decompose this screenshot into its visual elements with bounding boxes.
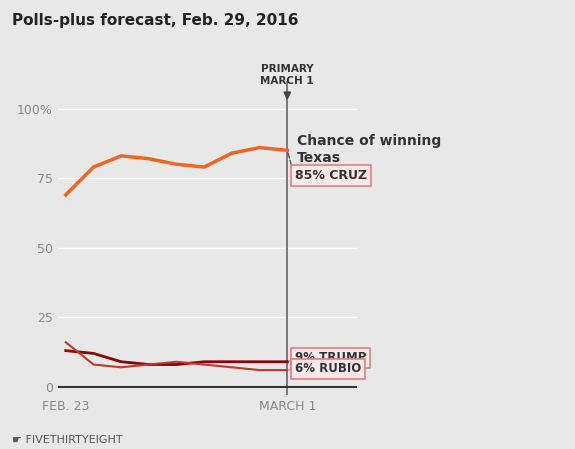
Text: 85% CRUZ: 85% CRUZ	[295, 169, 367, 182]
Text: 9% TRUMP: 9% TRUMP	[295, 351, 366, 364]
Text: ☛ FIVETHIRTYEIGHT: ☛ FIVETHIRTYEIGHT	[12, 435, 122, 445]
Text: 6% RUBIO: 6% RUBIO	[295, 362, 361, 375]
Text: Polls-plus forecast, Feb. 29, 2016: Polls-plus forecast, Feb. 29, 2016	[12, 13, 298, 28]
Text: PRIMARY
MARCH 1: PRIMARY MARCH 1	[260, 64, 314, 86]
Text: Chance of winning
Texas: Chance of winning Texas	[297, 134, 441, 165]
